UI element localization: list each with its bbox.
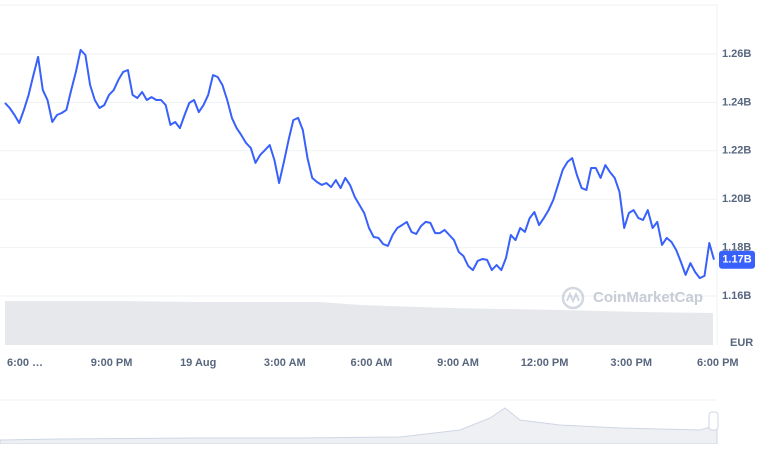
x-tick-label: 6:00 AM — [351, 357, 393, 369]
watermark-logo — [561, 286, 585, 310]
y-tick-label: 1.18B — [722, 242, 751, 254]
x-tick-label: 3:00 PM — [610, 357, 652, 369]
watermark: CoinMarketCap — [593, 289, 703, 306]
x-tick-label: 9:00 AM — [437, 357, 479, 369]
y-tick-label: 1.20B — [722, 193, 751, 205]
x-tick-label: 3:00 AM — [264, 357, 306, 369]
current-price-badge — [719, 250, 755, 269]
x-tick-label: 19 Aug — [180, 357, 216, 369]
volume-area — [5, 301, 713, 345]
x-tick-label: 9:00 PM — [91, 357, 133, 369]
y-tick-label: 1.24B — [722, 96, 751, 108]
y-tick-label: 1.16B — [722, 290, 751, 302]
current-price-label: 1.17B — [722, 254, 751, 266]
y-tick-label: 1.26B — [722, 48, 751, 60]
x-tick-label: 6:00 PM — [697, 357, 739, 369]
y-tick-label: 1.22B — [722, 145, 751, 157]
navigator-area — [0, 407, 718, 445]
x-tick-label: 12:00 PM — [521, 357, 569, 369]
price-line — [4, 48, 715, 280]
currency-label: EUR — [730, 337, 753, 349]
navigator-handle[interactable] — [708, 411, 719, 431]
x-tick-label: 6:00 … — [7, 357, 43, 369]
